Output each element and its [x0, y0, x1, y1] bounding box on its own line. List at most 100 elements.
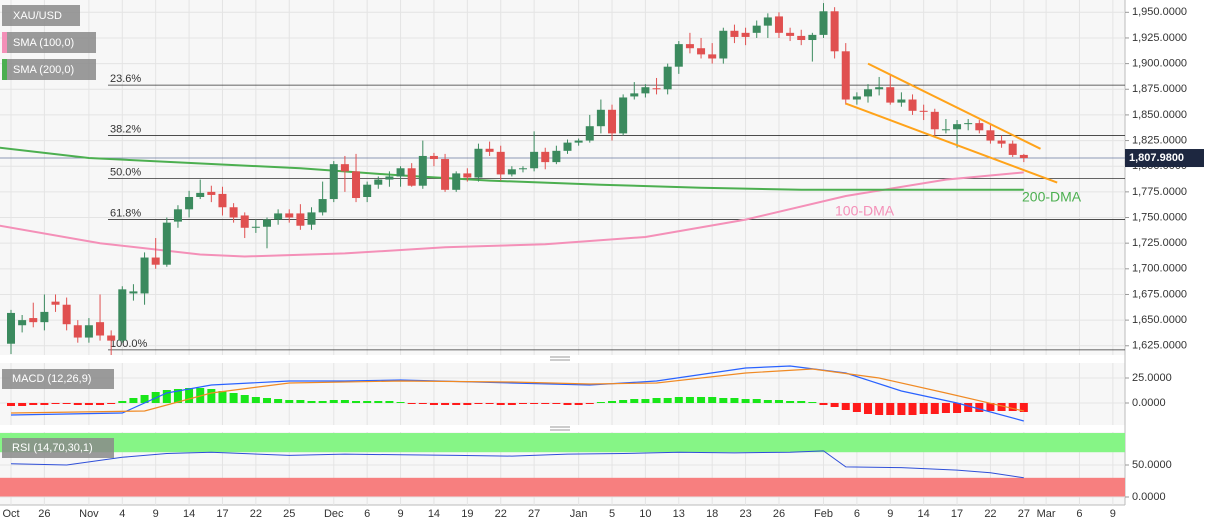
x-tick-label: 6: [364, 508, 370, 520]
histogram-bar: [864, 403, 873, 414]
histogram-bar: [752, 399, 761, 403]
histogram-bar: [474, 403, 483, 404]
histogram-bar: [318, 401, 327, 403]
candle-body: [830, 11, 839, 52]
candle-body: [697, 48, 706, 55]
y-tick-label: 1,950.0000: [1132, 6, 1187, 18]
candle-body: [752, 25, 761, 33]
histogram-bar: [975, 403, 984, 412]
y-tick-label: 50.0000: [1132, 459, 1172, 471]
histogram-bar: [674, 397, 683, 403]
histogram-bar: [875, 403, 884, 415]
x-tick-label: 5: [609, 508, 615, 520]
x-tick-label: 6: [854, 508, 860, 520]
histogram-bar: [429, 403, 438, 405]
legend-item[interactable]: XAU/USD: [2, 5, 80, 26]
histogram-bar: [797, 401, 806, 403]
histogram-bar: [897, 403, 906, 415]
histogram-bar: [274, 399, 283, 403]
candle-body: [418, 155, 427, 186]
histogram-bar: [7, 403, 15, 406]
candle-body: [173, 209, 182, 222]
histogram-bar: [441, 403, 450, 405]
indicator-title: MACD (12,26,9): [12, 373, 91, 385]
indicator-label: RSI (14,70,30,1): [2, 438, 114, 458]
histogram-bar: [496, 403, 505, 405]
candle-body: [563, 142, 572, 151]
histogram-bar: [307, 401, 316, 403]
candle-body: [162, 222, 171, 265]
fib-label: 38.2%: [110, 123, 141, 135]
histogram-bar: [808, 402, 817, 403]
x-tick-label: 6: [1076, 508, 1082, 520]
y-tick-label: 25.0000: [1132, 372, 1172, 384]
histogram-bar: [162, 390, 171, 403]
histogram-bar: [518, 403, 527, 404]
candle-body: [196, 192, 205, 197]
legend-label: SMA (200,0): [13, 64, 74, 76]
x-tick-label: 14: [918, 508, 930, 520]
candle-body: [596, 109, 605, 127]
candle-body: [285, 213, 294, 218]
histogram-bar: [986, 403, 995, 411]
x-tick-label: 26: [38, 508, 50, 520]
x-tick-label: 9: [397, 508, 403, 520]
histogram-bar: [485, 403, 494, 404]
resize-handle[interactable]: [550, 426, 570, 431]
candle-body: [841, 51, 850, 100]
candle-body: [941, 129, 950, 131]
indicator-line: [10, 450, 1024, 479]
histogram-bar: [730, 398, 739, 403]
candle-body: [251, 226, 260, 228]
candle-body: [296, 213, 305, 226]
histogram-bar: [886, 403, 895, 415]
legend-item[interactable]: SMA (100,0): [2, 32, 96, 53]
x-tick-label: 13: [673, 508, 685, 520]
candle-body: [719, 30, 728, 59]
indicator-title: RSI (14,70,30,1): [12, 442, 93, 454]
candle-body: [185, 196, 194, 210]
x-tick-label: 10: [639, 508, 651, 520]
candle-body: [741, 32, 750, 37]
x-tick-label: 22: [250, 508, 262, 520]
x-tick-label: 9: [887, 508, 893, 520]
x-tick-label: 27: [528, 508, 540, 520]
histogram-bar: [73, 403, 82, 405]
histogram-bar: [107, 403, 116, 404]
histogram-bar: [819, 403, 828, 405]
resize-handle[interactable]: [550, 356, 570, 361]
y-tick-label: 1,875.0000: [1132, 83, 1187, 95]
histogram-bar: [641, 399, 650, 403]
indicator-line: [10, 368, 1024, 414]
fib-label: 23.6%: [110, 73, 141, 85]
channel-line: [867, 62, 1041, 150]
candle-body: [886, 87, 895, 103]
candle-body: [641, 87, 650, 94]
histogram-bar: [374, 401, 383, 403]
x-tick-label: Feb: [814, 508, 833, 520]
histogram-bar: [84, 403, 93, 405]
histogram-bar: [452, 403, 461, 405]
legend-swatch: [2, 32, 7, 53]
x-tick-label: 9: [1110, 508, 1116, 520]
histogram-bar: [385, 401, 394, 403]
candle-body: [118, 289, 127, 341]
histogram-bar: [941, 403, 950, 413]
histogram-bar: [964, 403, 973, 412]
y-tick-label: 1,925.0000: [1132, 32, 1187, 44]
histogram-bar: [18, 403, 27, 406]
candle-body: [530, 151, 539, 169]
indicator-label: MACD (12,26,9): [2, 369, 114, 389]
histogram-bar: [608, 401, 617, 403]
candle-body: [496, 151, 505, 175]
histogram-bar: [463, 403, 472, 405]
histogram-bar: [930, 403, 939, 414]
legend-item[interactable]: SMA (200,0): [2, 59, 96, 80]
candle-body: [318, 199, 327, 213]
histogram-bar: [296, 400, 305, 403]
histogram-bar: [708, 397, 717, 403]
y-tick-label: 1,825.0000: [1132, 134, 1187, 146]
candle-body: [786, 32, 795, 36]
